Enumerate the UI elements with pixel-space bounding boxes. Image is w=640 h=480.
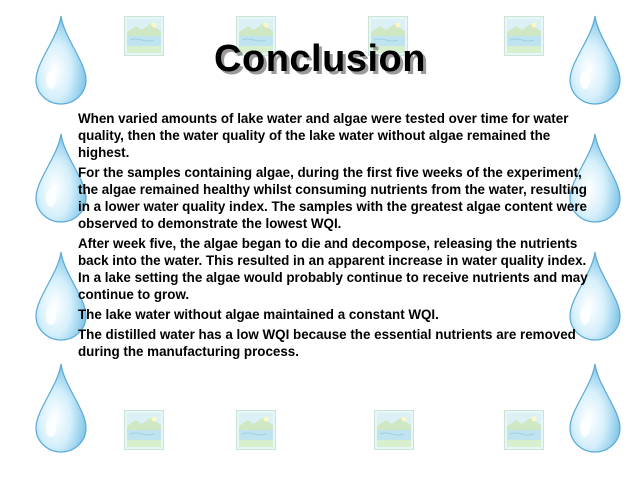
paragraph: The distilled water has a low WQI becaus… (78, 327, 576, 359)
lake-landscape-icon (124, 410, 164, 450)
paragraph: After week five, the algae began to die … (78, 236, 588, 302)
slide-body: When varied amounts of lake water and al… (78, 110, 598, 363)
paragraph: For the samples containing algae, during… (78, 165, 587, 231)
lake-landscape-icon (236, 410, 276, 450)
slide-title: Conclusion (214, 38, 426, 80)
water-drop-icon (34, 362, 88, 454)
paragraph: The lake water without algae maintained … (78, 307, 439, 322)
water-drop-icon (568, 362, 622, 454)
lake-landscape-icon (374, 410, 414, 450)
paragraph: When varied amounts of lake water and al… (78, 111, 569, 160)
lake-landscape-icon (504, 410, 544, 450)
